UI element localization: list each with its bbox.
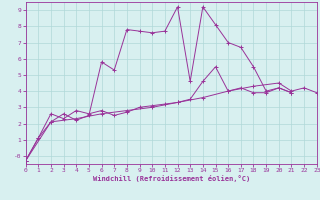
X-axis label: Windchill (Refroidissement éolien,°C): Windchill (Refroidissement éolien,°C) xyxy=(92,175,250,182)
